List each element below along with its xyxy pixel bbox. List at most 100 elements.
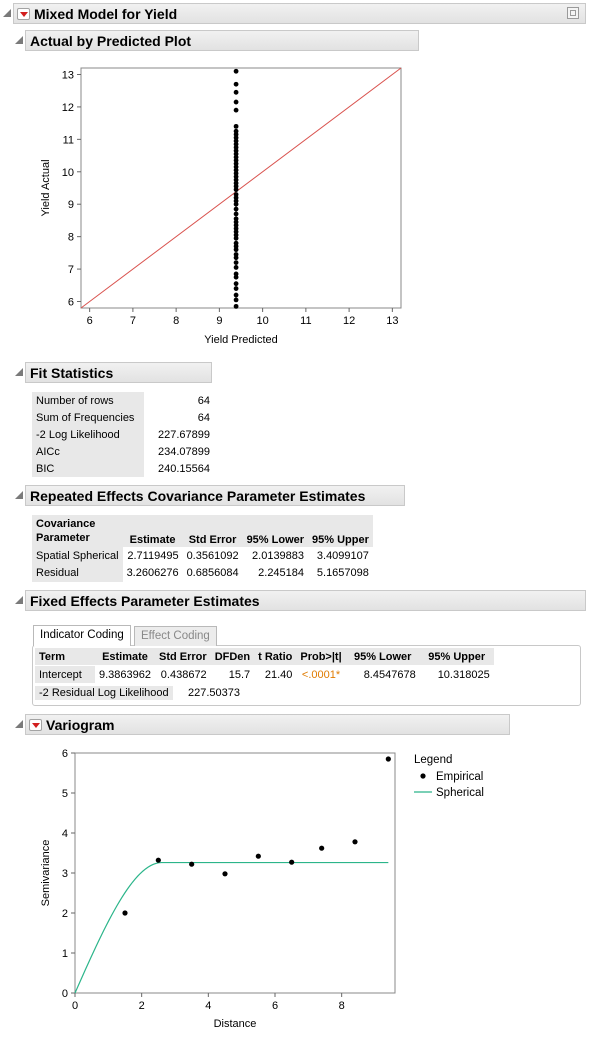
x-tick-label: 12 xyxy=(343,315,355,327)
table-cell: 9.3863962 xyxy=(99,668,151,681)
data-point xyxy=(233,271,239,277)
x-tick-label: 7 xyxy=(130,315,136,327)
empirical-point xyxy=(222,871,228,877)
data-point xyxy=(233,107,239,113)
empirical-point xyxy=(155,857,161,863)
table-cell: 2.0139883 xyxy=(252,550,305,562)
stat-label: AICc xyxy=(32,443,144,460)
data-point xyxy=(233,292,239,298)
column-header: Prob>|t| xyxy=(296,648,346,666)
y-tick-label: 6 xyxy=(68,297,74,309)
stat-value: 64 xyxy=(197,411,210,424)
table-row: Sum of Frequencies 64 xyxy=(32,409,214,426)
data-point xyxy=(233,192,239,197)
y-tick-label: 1 xyxy=(62,948,68,960)
disclosure-triangle-icon[interactable] xyxy=(15,368,23,376)
report-title: Mixed Model for Yield xyxy=(34,6,178,22)
y-tick-label: 7 xyxy=(68,264,74,276)
p-value: <.0001* xyxy=(301,668,341,681)
disclosure-triangle-icon[interactable] xyxy=(15,720,23,728)
pin-icon[interactable] xyxy=(567,7,579,19)
y-tick-label: 13 xyxy=(62,69,74,81)
column-header: Term xyxy=(35,648,95,666)
legend-title: Legend xyxy=(414,754,452,766)
fixed-effects-tab-panel xyxy=(32,645,581,706)
table-cell: 8.4547678 xyxy=(363,668,416,681)
data-point xyxy=(233,211,239,217)
data-point xyxy=(233,68,239,74)
empirical-point xyxy=(352,839,358,845)
column-header: Estimate xyxy=(122,515,183,548)
table-cell: 5.1657098 xyxy=(316,567,369,579)
x-tick-label: 0 xyxy=(72,1000,78,1012)
data-point xyxy=(233,281,239,287)
data-point xyxy=(233,123,239,129)
actual-by-predicted-plot: 6 7 8 9 10 11 12 13 6 7 8 9 10 11 12 13 Yield Predicted… xyxy=(40,67,402,346)
y-tick-label: 5 xyxy=(62,788,68,800)
stat-value: 234.07899 xyxy=(158,445,210,458)
column-header: Covariance Parameter xyxy=(32,515,123,547)
data-point xyxy=(233,81,239,87)
x-tick-label: 4 xyxy=(205,1000,211,1012)
stat-label: BIC xyxy=(32,460,144,477)
red-triangle-menu-icon[interactable] xyxy=(17,8,30,20)
y-tick-label: 6 xyxy=(62,748,68,760)
table-cell: 10.318025 xyxy=(437,668,490,681)
table-cell: 3.2606276 xyxy=(126,567,179,579)
x-tick-label: 2 xyxy=(139,1000,145,1012)
report-header: Mixed Model for Yield xyxy=(13,3,586,24)
y-axis-label: Yield Actual xyxy=(40,159,52,216)
disclosure-triangle-icon[interactable] xyxy=(15,491,23,499)
disclosure-triangle-icon[interactable] xyxy=(15,596,23,604)
tab-effect-coding[interactable]: Effect Coding xyxy=(134,626,217,646)
disclosure-triangle-icon[interactable] xyxy=(15,36,23,44)
x-tick-label: 11 xyxy=(300,315,311,327)
actual-by-predicted-header: Actual by Predicted Plot xyxy=(25,30,419,51)
x-tick-label: 9 xyxy=(216,315,222,327)
variogram-plot: 0 2 4 6 8 0 1 2 3 4 5 6 Distance Semivariance Legen… xyxy=(40,748,484,1030)
fixed-effects-table: Term Estimate Std Error DFDen t Ratio Prob>|t… xyxy=(35,648,494,683)
column-header: 95% Lower xyxy=(242,515,309,548)
section-title: Repeated Effects Covariance Parameter Es… xyxy=(30,488,366,504)
table-cell: 15.7 xyxy=(228,668,251,681)
x-tick-label: 10 xyxy=(256,315,268,327)
red-triangle-menu-icon[interactable] xyxy=(29,719,42,731)
table-cell: 2.7119495 xyxy=(127,550,179,562)
x-axis-label: Distance xyxy=(214,1018,257,1030)
section-title: Variogram xyxy=(46,717,115,733)
x-tick-label: 13 xyxy=(386,315,398,327)
x-tick-label: 6 xyxy=(272,1000,278,1012)
table-cell: 2.245184 xyxy=(258,567,305,579)
stat-label: Number of rows xyxy=(32,392,144,409)
tab-indicator-coding[interactable]: Indicator Coding xyxy=(33,625,131,646)
data-point xyxy=(233,206,239,212)
column-header: Std Error xyxy=(155,648,211,666)
table-cell: 0.438672 xyxy=(160,668,207,681)
empirical-point xyxy=(385,756,391,762)
data-point xyxy=(233,89,239,95)
header-line: Parameter xyxy=(36,532,90,544)
data-point xyxy=(233,99,239,105)
y-tick-label: 11 xyxy=(63,134,74,146)
x-tick-label: 8 xyxy=(173,315,179,327)
data-point xyxy=(233,216,239,222)
parameter-name: Spatial Spherical xyxy=(32,547,123,565)
column-header: t Ratio xyxy=(254,648,297,666)
fixed-effects-header: Fixed Effects Parameter Estimates xyxy=(25,590,586,611)
variogram-header: Variogram xyxy=(25,714,510,735)
table-row: Residual 3.2606276 0.6856084 2.245184 5.1657… xyxy=(32,564,373,582)
data-point xyxy=(233,286,239,291)
y-tick-label: 9 xyxy=(68,199,74,211)
term-name: Intercept xyxy=(35,665,95,683)
residual-loglik-label: -2 Residual Log Likelihood xyxy=(35,686,173,700)
stat-value: 240.15564 xyxy=(158,462,210,475)
x-tick-label: 6 xyxy=(87,315,93,327)
data-point xyxy=(233,128,239,134)
y-axis-label: Semivariance xyxy=(40,840,52,907)
stat-value: 64 xyxy=(197,394,210,407)
disclosure-triangle-icon[interactable] xyxy=(3,9,11,17)
data-point xyxy=(233,260,239,265)
legend-empirical-marker xyxy=(420,773,426,779)
section-title: Fit Statistics xyxy=(30,365,114,381)
y-tick-label: 12 xyxy=(62,102,74,114)
